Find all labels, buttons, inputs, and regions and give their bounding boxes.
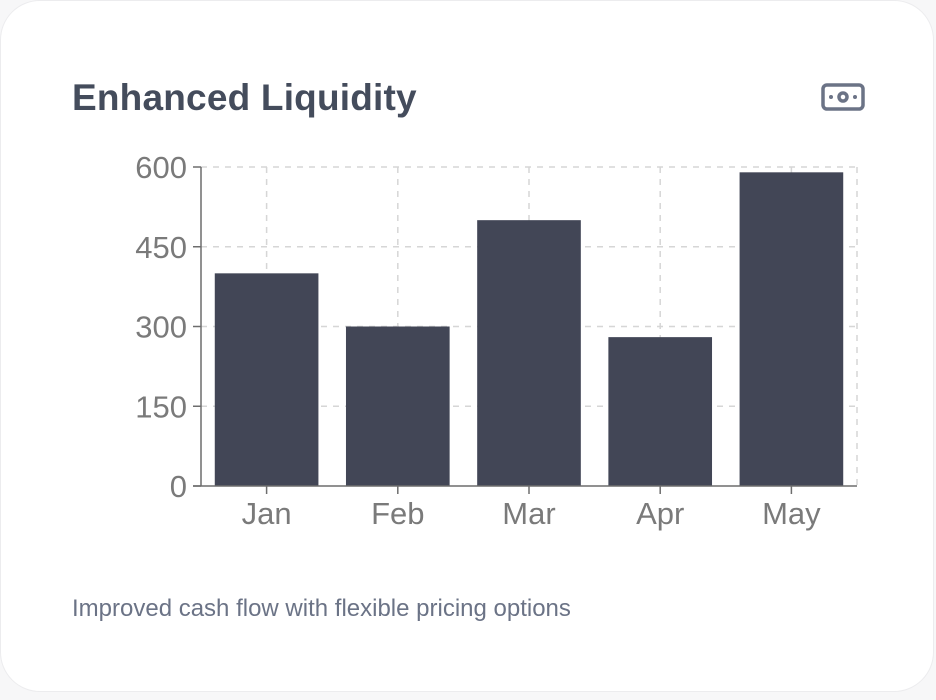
y-tick-label: 300 bbox=[135, 310, 187, 345]
y-tick-label: 0 bbox=[170, 469, 187, 504]
y-tick-label: 600 bbox=[135, 150, 187, 185]
card-title: Enhanced Liquidity bbox=[72, 77, 417, 118]
bar-feb bbox=[345, 326, 450, 486]
money-bill-icon bbox=[821, 83, 865, 111]
x-tick-label: Apr bbox=[636, 496, 684, 531]
bar-may bbox=[739, 172, 844, 487]
x-tick-label: Mar bbox=[502, 496, 555, 531]
bar-mar bbox=[477, 220, 581, 486]
y-tick-label: 150 bbox=[135, 389, 187, 424]
bar-chart: 0 150 300 450 600 Jan Feb Mar Apr May bbox=[135, 150, 858, 531]
x-tick-label: May bbox=[762, 496, 821, 531]
axes: 0 150 300 450 600 Jan Feb Mar Apr May bbox=[135, 150, 857, 531]
card-description: Improved cash flow with flexible pricing… bbox=[72, 595, 571, 622]
bar-apr bbox=[608, 337, 713, 486]
bar-jan bbox=[214, 273, 319, 486]
y-tick-label: 450 bbox=[135, 230, 187, 265]
x-tick-label: Jan bbox=[242, 496, 292, 531]
x-tick-label: Feb bbox=[371, 496, 424, 531]
bars bbox=[214, 172, 844, 487]
